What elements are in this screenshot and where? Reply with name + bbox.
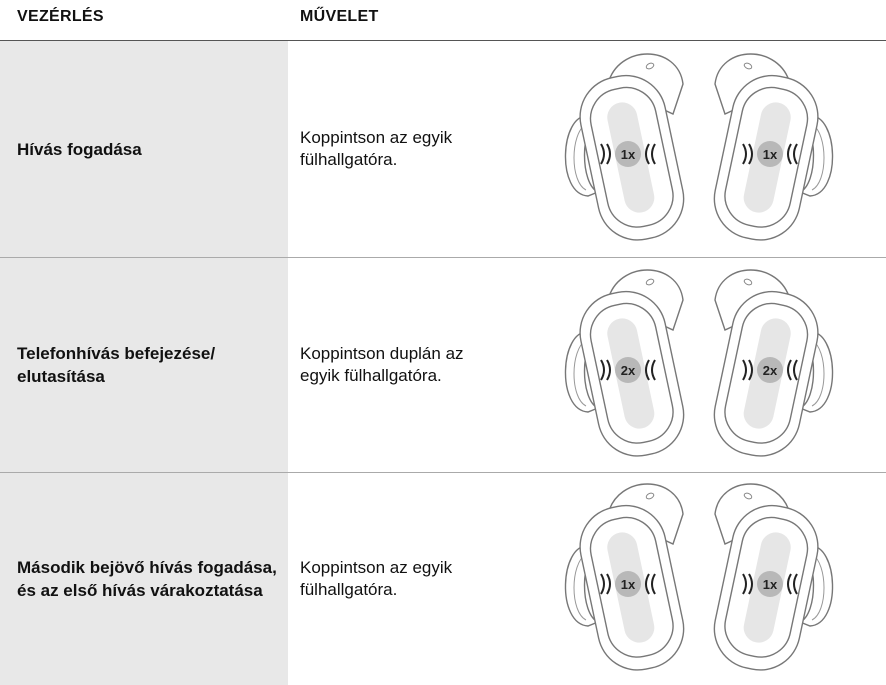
earbud: 1x	[564, 483, 685, 671]
row-shade	[0, 473, 288, 685]
tap-wave	[600, 573, 605, 595]
row-shade	[0, 41, 288, 257]
wing-dot	[743, 492, 753, 500]
tap-badge	[757, 357, 783, 383]
tap-wave	[645, 573, 650, 595]
earbud: 2x	[564, 269, 685, 457]
earbud: 2x	[713, 269, 834, 457]
tap-count: 1x	[621, 577, 636, 592]
earbud: 1x	[564, 53, 685, 241]
tap-badge	[615, 357, 641, 383]
tap-wave	[600, 359, 605, 381]
tap-wave	[606, 359, 611, 381]
control-cell: Hívás fogadása	[17, 139, 142, 159]
tap-badge	[757, 141, 783, 167]
tap-wave	[787, 359, 792, 381]
tap-wave	[793, 143, 798, 165]
tap-count: 2x	[621, 363, 636, 378]
header-rule	[0, 40, 886, 41]
tap-count: 1x	[763, 147, 778, 162]
control-cell: Második bejövő hívás fogadása, és az els…	[17, 558, 277, 600]
tap-badge	[757, 571, 783, 597]
earbud: 1x	[713, 483, 834, 671]
tap-wave	[742, 573, 747, 595]
tap-wave	[793, 359, 798, 381]
tap-wave	[651, 143, 656, 165]
tap-wave	[606, 573, 611, 595]
row-rule	[0, 257, 886, 258]
tap-wave	[606, 143, 611, 165]
row-rule	[0, 472, 886, 473]
action-cell: Koppintson az egyik fülhallgatóra.	[300, 128, 453, 169]
tap-wave	[645, 359, 650, 381]
tap-wave	[645, 143, 650, 165]
tap-wave	[651, 359, 656, 381]
tap-wave	[742, 359, 747, 381]
wing-dot	[645, 492, 655, 500]
action-cell: Koppintson duplán az egyik fülhallgatóra…	[300, 344, 464, 385]
earbud: 1x	[713, 53, 834, 241]
wing-dot	[743, 62, 753, 70]
tap-wave	[600, 143, 605, 165]
tap-badge	[615, 141, 641, 167]
tap-count: 1x	[763, 577, 778, 592]
column-header: VEZÉRLÉS	[17, 8, 104, 25]
control-cell: Telefonhívás befejezése/ elutasítása	[17, 344, 216, 386]
earbud-outline	[713, 483, 834, 671]
wing-dot	[645, 62, 655, 70]
tap-wave	[651, 573, 656, 595]
tap-wave	[787, 573, 792, 595]
row-shade	[0, 258, 288, 472]
wing-dot	[743, 278, 753, 286]
tap-wave	[748, 143, 753, 165]
tap-count: 1x	[621, 147, 636, 162]
tap-wave	[787, 143, 792, 165]
wing-dot	[645, 278, 655, 286]
tap-wave	[748, 573, 753, 595]
tap-count: 2x	[763, 363, 778, 378]
column-header: MŰVELET	[300, 8, 379, 25]
tap-wave	[793, 573, 798, 595]
action-cell: Koppintson az egyik fülhallgatóra.	[300, 558, 453, 599]
tap-wave	[748, 359, 753, 381]
tap-wave	[742, 143, 747, 165]
tap-badge	[615, 571, 641, 597]
